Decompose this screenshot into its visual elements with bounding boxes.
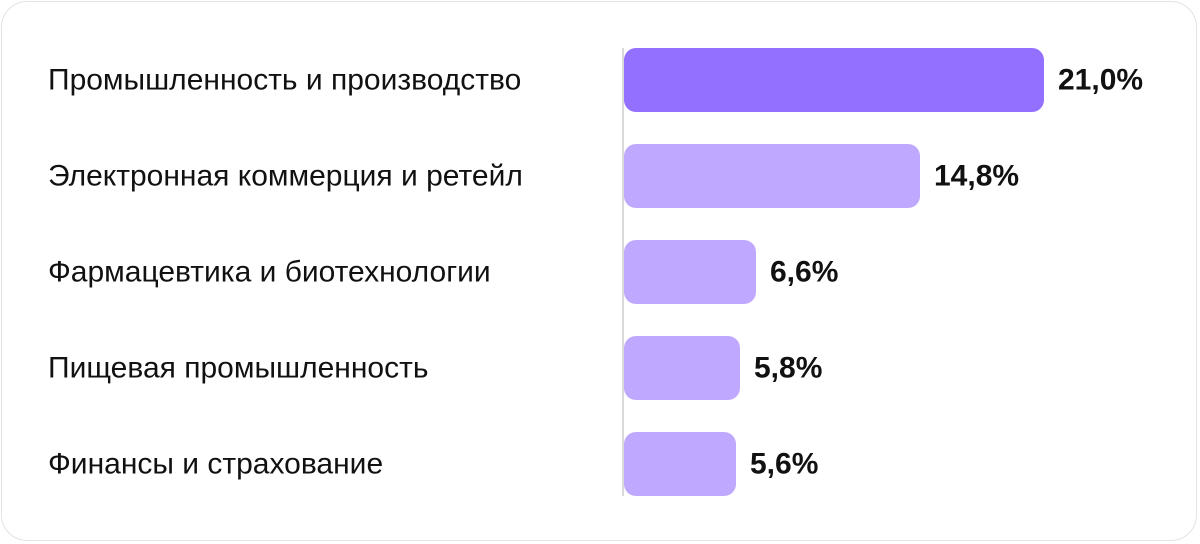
- bar-4: [624, 336, 740, 400]
- category-label-2: Электронная коммерция и ретейл: [48, 160, 523, 193]
- value-label-2: 14,8%: [934, 160, 1019, 193]
- category-label-4: Пищевая промышленность: [48, 352, 428, 385]
- bar-2: [624, 144, 920, 208]
- category-label-5: Финансы и страхование: [48, 448, 383, 481]
- bar-5: [624, 432, 736, 496]
- category-label-1: Промышленность и производство: [48, 64, 521, 97]
- category-label-3: Фармацевтика и биотехнологии: [48, 256, 491, 289]
- bar-3: [624, 240, 756, 304]
- bar-1: [624, 48, 1044, 112]
- value-label-3: 6,6%: [770, 256, 838, 289]
- value-label-1: 21,0%: [1058, 64, 1143, 97]
- value-label-5: 5,6%: [750, 448, 818, 481]
- value-label-4: 5,8%: [754, 352, 822, 385]
